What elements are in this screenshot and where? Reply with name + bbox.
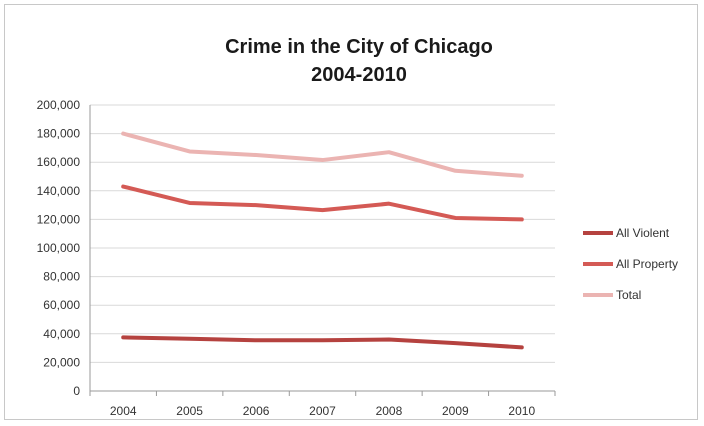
gridlines: [90, 104, 555, 392]
x-tick-label: 2005: [176, 404, 203, 418]
series-line-total: [121, 131, 524, 178]
y-tick-label: 40,000: [43, 327, 80, 341]
legend-label: All Property: [616, 257, 678, 271]
chart-subtitle: 2004-2010: [311, 64, 407, 86]
legend-label: Total: [616, 288, 641, 302]
legend: All Violent All Property Total: [583, 226, 678, 302]
series-line-all-violent: [121, 335, 524, 350]
y-tick-label: 140,000: [37, 184, 81, 198]
y-tick-label: 0: [73, 384, 80, 398]
chart-title: Crime in the City of Chicago: [225, 36, 493, 58]
y-tick-label: 180,000: [37, 127, 81, 141]
x-tick-label: 2006: [243, 404, 270, 418]
x-tick-label: 2009: [442, 404, 469, 418]
y-tick-label: 120,000: [37, 212, 81, 226]
chart-frame: Crime in the City of Chicago 2004-2010 2…: [4, 4, 698, 420]
y-tick-label: 60,000: [43, 298, 80, 312]
y-tick-label: 160,000: [37, 155, 81, 169]
series-lines: [121, 131, 524, 350]
y-axis-ticks: 200,000 180,000 160,000 140,000 120,000 100,0…: [37, 98, 81, 398]
y-tick-label: 20,000: [43, 355, 80, 369]
legend-label: All Violent: [616, 226, 670, 240]
x-axis-ticks: 2004 2005 2006 2007 2008 2009 2010: [110, 404, 536, 418]
line-chart: Crime in the City of Chicago 2004-2010 2…: [37, 36, 678, 418]
y-tick-label: 100,000: [37, 241, 81, 255]
axes: [89, 105, 556, 396]
x-tick-label: 2010: [508, 404, 535, 418]
x-tick-label: 2007: [309, 404, 336, 418]
y-tick-label: 80,000: [43, 270, 80, 284]
series-line-all-property: [121, 184, 524, 222]
y-tick-label: 200,000: [37, 98, 81, 112]
x-tick-label: 2008: [376, 404, 403, 418]
x-tick-label: 2004: [110, 404, 137, 418]
